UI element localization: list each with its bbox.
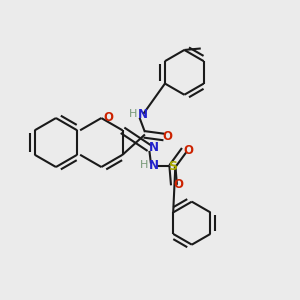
Text: O: O bbox=[183, 144, 193, 157]
Text: N: N bbox=[149, 141, 159, 154]
Text: N: N bbox=[149, 159, 159, 172]
Text: O: O bbox=[163, 130, 172, 143]
Text: O: O bbox=[173, 178, 183, 190]
Text: N: N bbox=[137, 108, 148, 121]
Text: O: O bbox=[103, 111, 113, 124]
Text: S: S bbox=[168, 160, 177, 172]
Text: H: H bbox=[140, 160, 148, 170]
Text: H: H bbox=[129, 109, 137, 119]
